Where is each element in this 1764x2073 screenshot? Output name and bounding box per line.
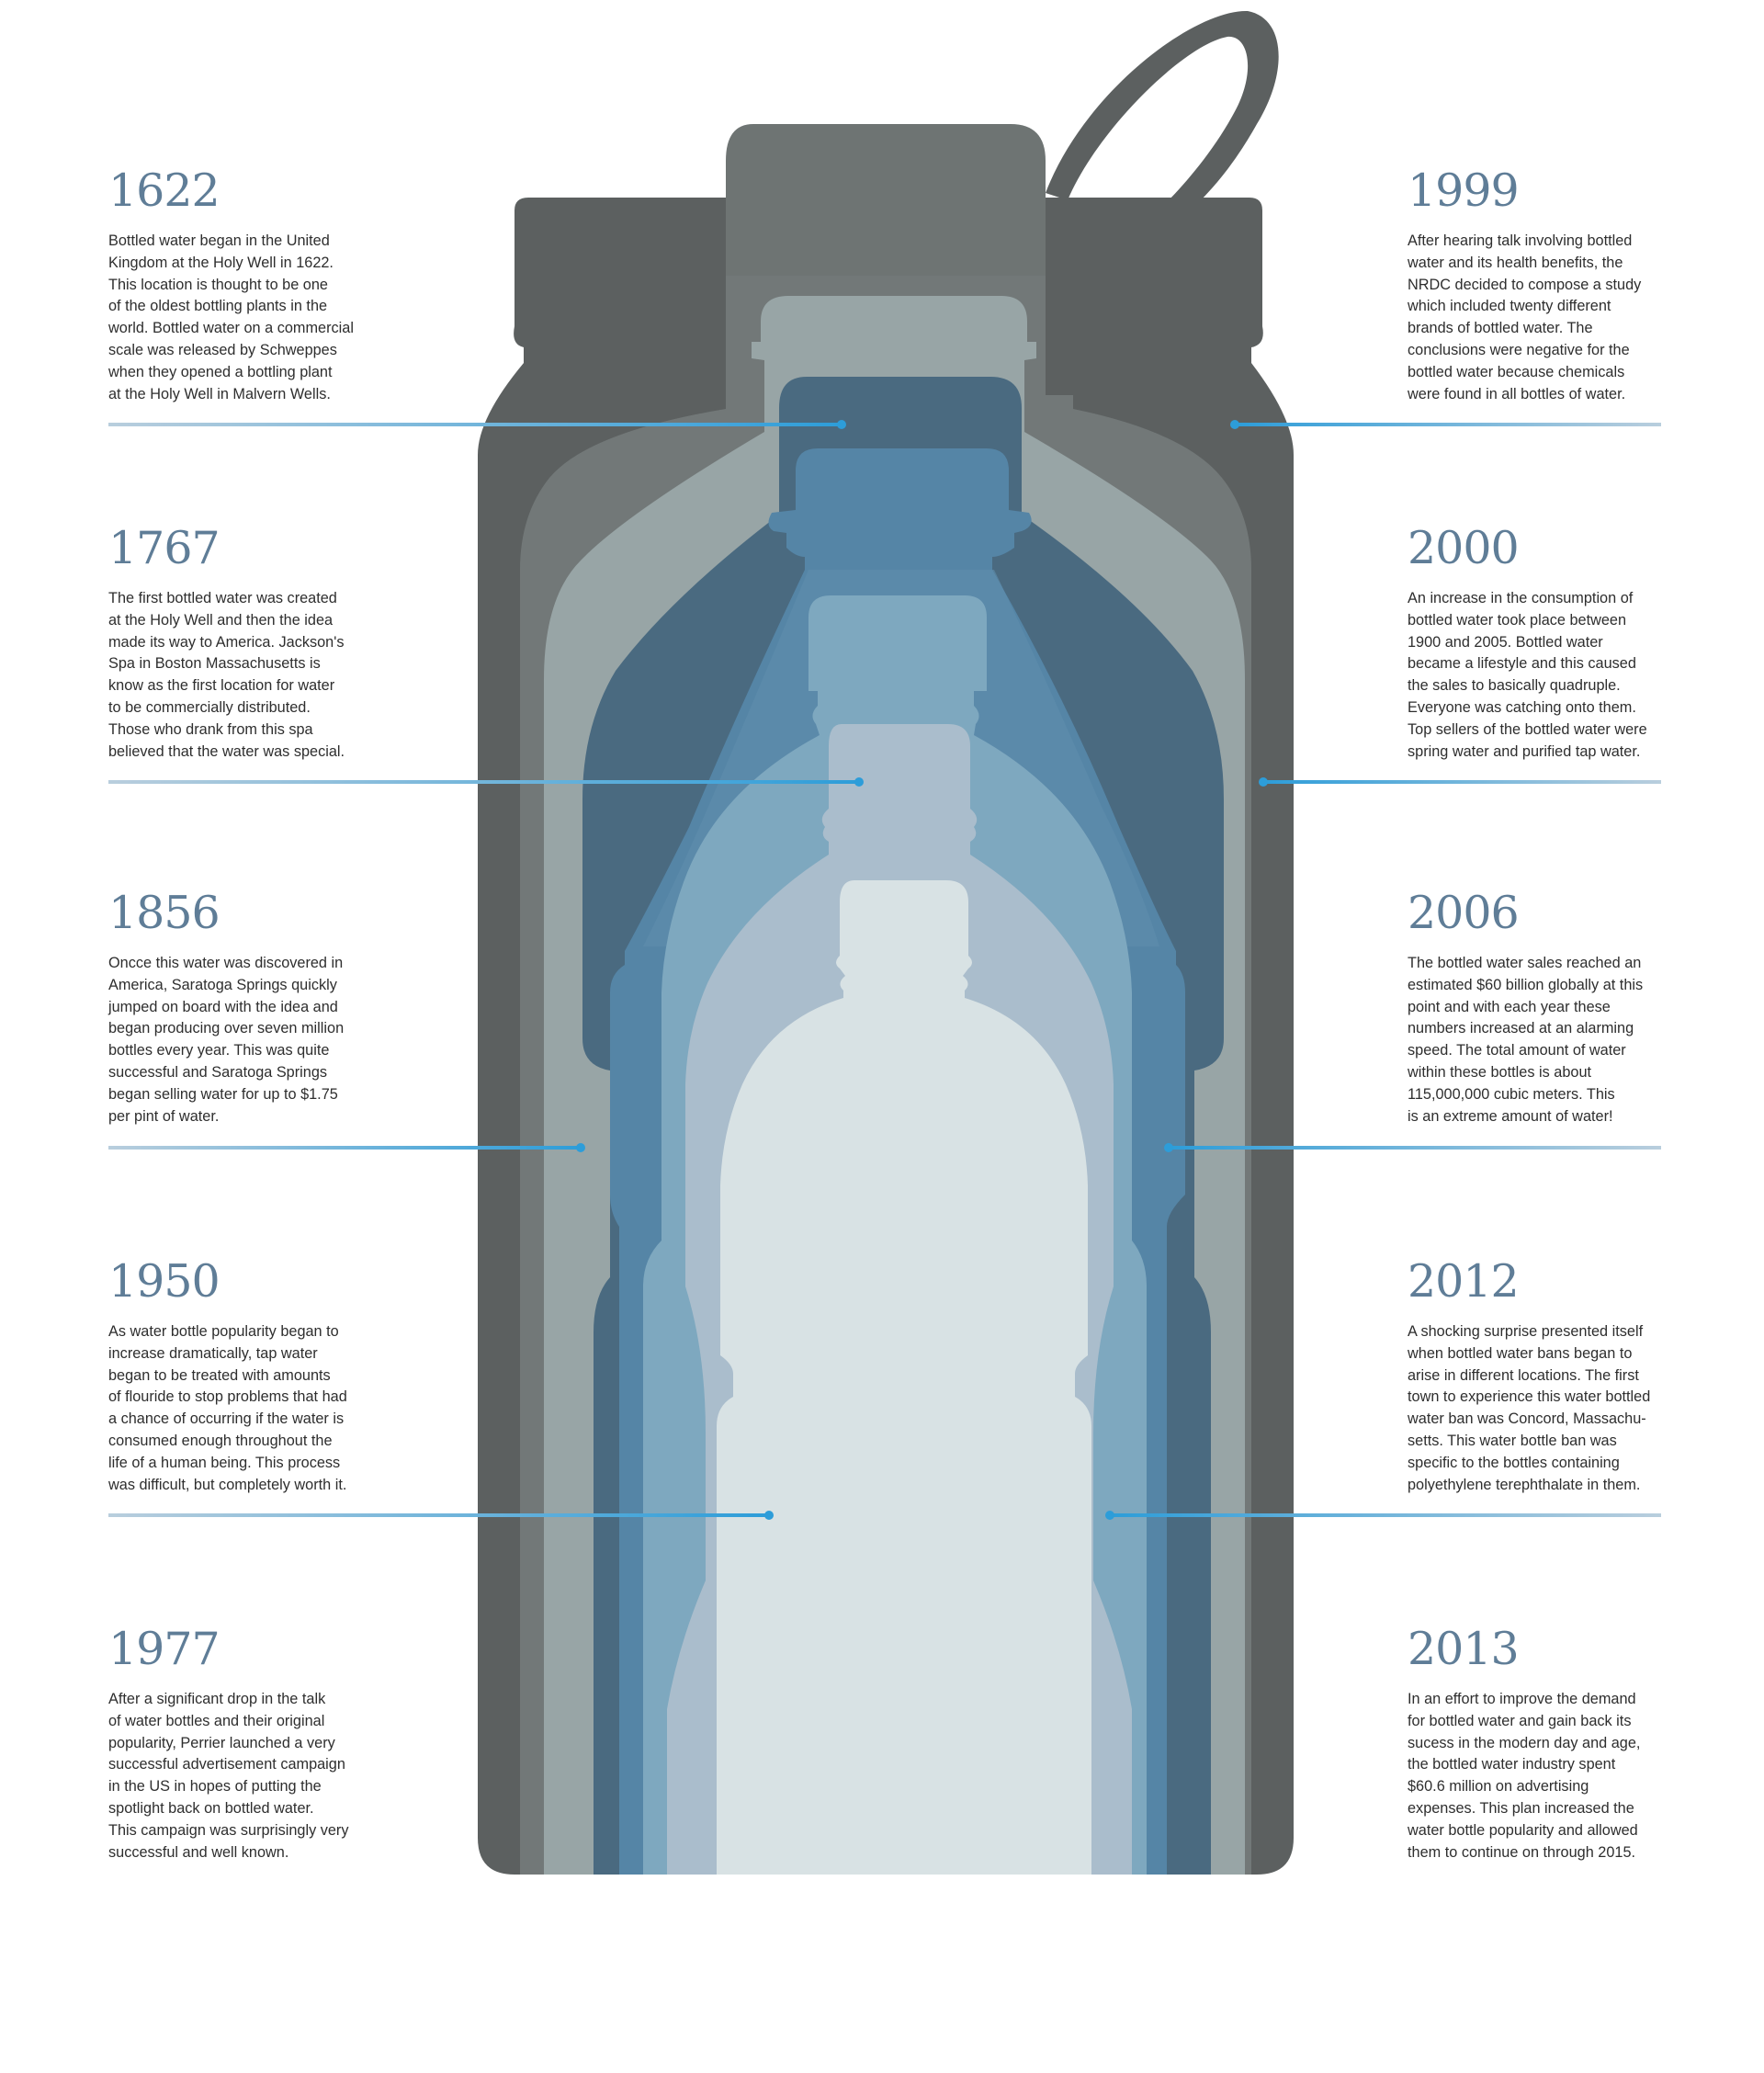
timeline-entry-2000: 2000 An increase in the consumption of b… — [1408, 526, 1676, 763]
entry-description: After hearing talk involving bottled wat… — [1408, 232, 1642, 402]
timeline-entry-2013: 2013 In an effort to improve the demand … — [1408, 1626, 1676, 1863]
timeline-entry-1950: 1950 As water bottle popularity began to… — [108, 1259, 377, 1496]
entry-description: An increase in the consumption of bottle… — [1408, 590, 1647, 760]
entry-description: Oncce this water was discovered in Ameri… — [108, 955, 345, 1125]
entry-year: 2013 — [1408, 1623, 1520, 1675]
bottle-loop-handle — [1046, 10, 1279, 207]
timeline-entry-1999: 1999 After hearing talk involving bottle… — [1408, 168, 1676, 405]
timeline-entry-1856: 1856 Oncce this water was discovered in … — [108, 890, 377, 1127]
entry-year: 1767 — [108, 522, 220, 574]
timeline-entry-1767: 1767 The first bottled water was created… — [108, 526, 377, 763]
entry-year: 1977 — [108, 1623, 220, 1675]
entry-description: A shocking surprise presented itself whe… — [1408, 1323, 1651, 1493]
entry-year: 1856 — [108, 887, 220, 939]
timeline-entry-1622: 1622 Bottled water began in the United K… — [108, 168, 377, 405]
entry-year: 2000 — [1408, 522, 1520, 574]
entry-year: 2012 — [1408, 1255, 1520, 1308]
entry-year: 1950 — [108, 1255, 220, 1308]
sports-bottle-cap — [726, 124, 1046, 276]
entry-description: In an effort to improve the demand for b… — [1408, 1691, 1641, 1861]
entry-year: 2006 — [1408, 887, 1520, 939]
entry-description: Bottled water began in the United Kingdo… — [108, 232, 354, 402]
entry-description: As water bottle popularity began to incr… — [108, 1323, 347, 1493]
timeline-entry-2006: 2006 The bottled water sales reached an … — [1408, 890, 1676, 1127]
entry-year: 1999 — [1408, 164, 1520, 217]
entry-year: 1622 — [108, 164, 220, 217]
entry-description: The first bottled water was created at t… — [108, 590, 345, 760]
timeline-entry-1977: 1977 After a significant drop in the tal… — [108, 1626, 377, 1863]
entry-description: The bottled water sales reached an estim… — [1408, 955, 1644, 1125]
timeline-entry-2012: 2012 A shocking surprise presented itsel… — [1408, 1259, 1676, 1496]
white-bottle-layer — [717, 880, 1091, 1875]
entry-description: After a significant drop in the talk of … — [108, 1691, 349, 1861]
